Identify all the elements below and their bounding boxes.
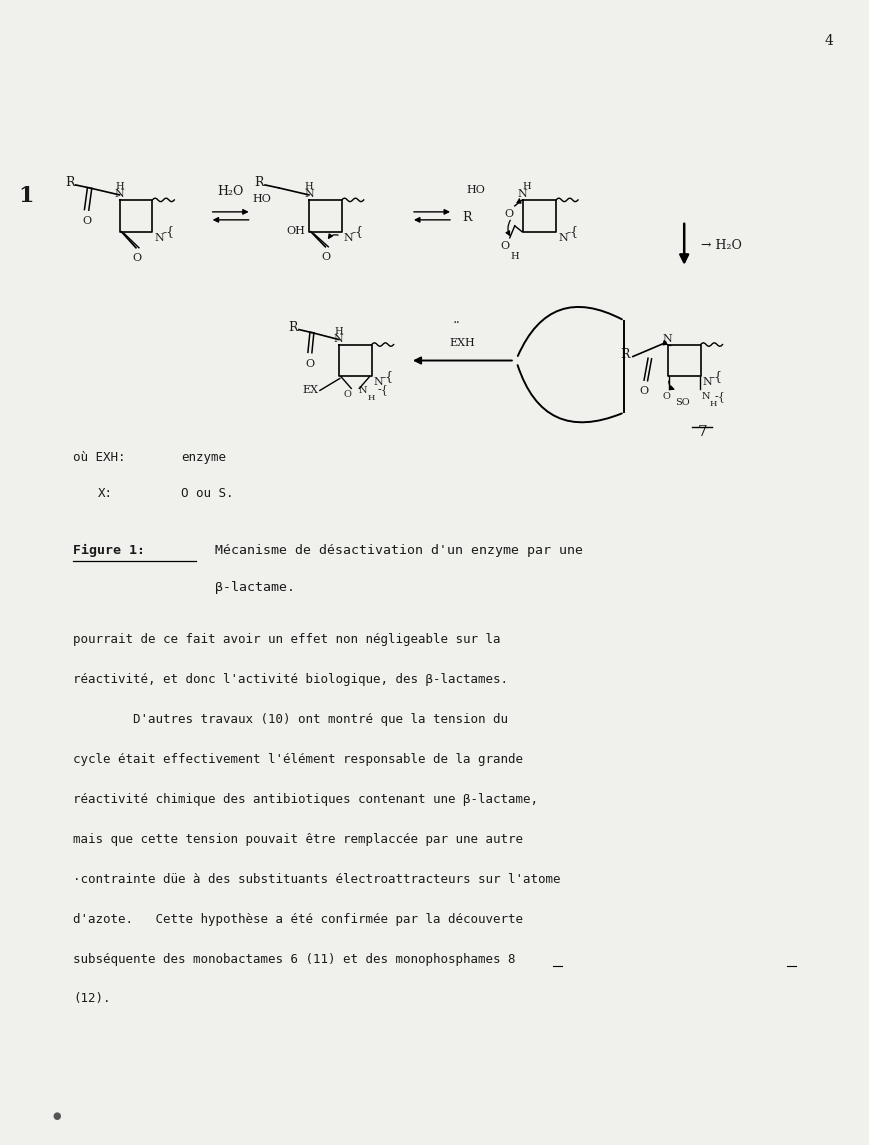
Text: H₂O: H₂O — [217, 184, 244, 198]
Text: ¨: ¨ — [453, 322, 460, 335]
Text: EXH: EXH — [449, 338, 475, 348]
Text: enzyme: enzyme — [181, 451, 226, 464]
Text: N: N — [115, 189, 124, 199]
Text: d'azote.   Cette hypothèse a été confirmée par la découverte: d'azote. Cette hypothèse a été confirmée… — [73, 913, 523, 925]
Text: réactivité chimique des antibiotiques contenant une β-lactame,: réactivité chimique des antibiotiques co… — [73, 793, 538, 806]
Text: N: N — [155, 232, 164, 243]
Text: -{: -{ — [163, 226, 175, 238]
Text: O: O — [640, 387, 648, 396]
Text: H: H — [335, 326, 343, 335]
Text: (12).: (12). — [73, 993, 110, 1005]
Text: H: H — [710, 401, 717, 409]
Text: H: H — [116, 182, 123, 191]
Text: O ou S.: O ou S. — [181, 487, 233, 499]
Text: O: O — [343, 390, 351, 398]
Text: -{: -{ — [714, 392, 726, 402]
Text: OH: OH — [286, 226, 305, 236]
Text: R: R — [255, 176, 264, 189]
Text: O: O — [305, 358, 315, 369]
Text: R: R — [462, 212, 471, 224]
Text: N: N — [359, 386, 368, 395]
Text: H: H — [368, 394, 375, 402]
Text: cycle était effectivement l'élément responsable de la grande: cycle était effectivement l'élément resp… — [73, 753, 523, 766]
Text: N: N — [517, 189, 527, 199]
Text: H: H — [510, 252, 519, 261]
Text: → H₂O: → H₂O — [701, 239, 742, 252]
Text: SO: SO — [675, 398, 689, 406]
Text: H: H — [523, 182, 532, 191]
Text: β-lactame.: β-lactame. — [199, 582, 295, 594]
Text: mais que cette tension pouvait être remplaccée par une autre: mais que cette tension pouvait être remp… — [73, 832, 523, 846]
Text: HO: HO — [467, 185, 486, 195]
Text: -{: -{ — [352, 226, 364, 238]
Text: O: O — [322, 252, 331, 262]
Text: subséquente des monobactames 6 (11) et des monophosphames 8: subséquente des monobactames 6 (11) et d… — [73, 953, 515, 965]
Text: N: N — [701, 392, 710, 401]
Text: O: O — [501, 240, 509, 251]
Text: O: O — [663, 392, 671, 401]
Text: X:: X: — [98, 487, 113, 499]
Text: 4: 4 — [825, 34, 833, 48]
Text: N: N — [344, 232, 354, 243]
Text: R: R — [289, 321, 298, 334]
Text: H: H — [305, 182, 313, 191]
Text: -{: -{ — [711, 370, 723, 382]
Text: N: N — [374, 378, 383, 387]
Text: R: R — [620, 348, 630, 361]
Text: -{: -{ — [381, 370, 394, 382]
Text: EX: EX — [303, 386, 319, 395]
Text: pourrait de ce fait avoir un effet non négligeable sur la: pourrait de ce fait avoir un effet non n… — [73, 633, 501, 646]
Text: N: N — [558, 232, 567, 243]
Text: ●: ● — [52, 1111, 61, 1121]
Text: où EXH:: où EXH: — [73, 451, 126, 464]
Text: -{: -{ — [566, 226, 578, 238]
Text: ·contrainte düe à des substituants électroattracteurs sur l'atome: ·contrainte düe à des substituants élect… — [73, 872, 561, 886]
Text: -{: -{ — [377, 384, 388, 395]
Text: Mécanisme de désactivation d'un enzyme par une: Mécanisme de désactivation d'un enzyme p… — [199, 544, 583, 556]
Text: 7: 7 — [697, 425, 707, 440]
Text: Figure 1:: Figure 1: — [73, 544, 145, 556]
Text: R: R — [65, 176, 75, 189]
Text: N: N — [663, 333, 673, 344]
Text: O: O — [504, 208, 514, 219]
Text: N: N — [304, 189, 314, 199]
Text: HO: HO — [252, 194, 271, 204]
Text: 1: 1 — [18, 184, 34, 207]
Text: D'autres travaux (10) ont montré que la tension du: D'autres travaux (10) ont montré que la … — [73, 713, 508, 726]
Text: O: O — [82, 216, 91, 226]
Text: N: N — [334, 333, 343, 344]
Text: O: O — [132, 253, 142, 263]
Text: réactivité, et donc l'activité biologique, des β-lactames.: réactivité, et donc l'activité biologiqu… — [73, 673, 508, 686]
Text: N: N — [703, 378, 713, 387]
